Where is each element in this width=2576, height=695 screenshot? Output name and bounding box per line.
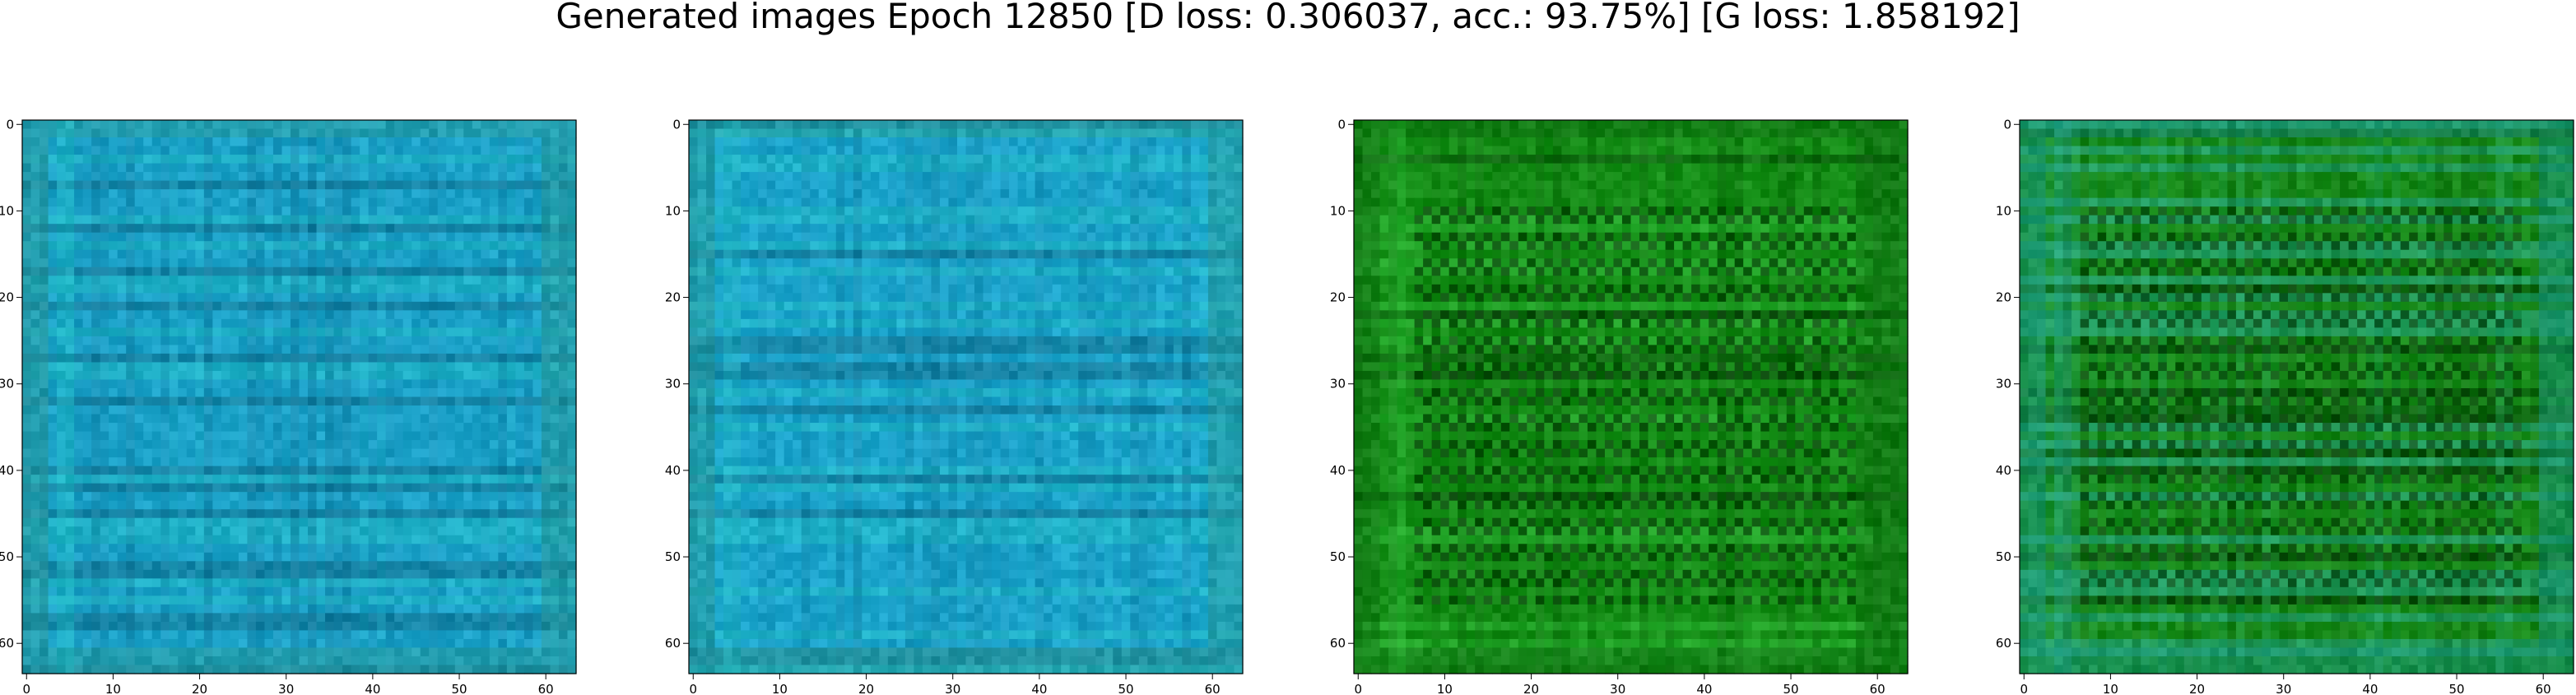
- y-tick-label: 60: [1996, 636, 2011, 651]
- image-panel-4: 0 10 20 30 40 50 60 0 10 20 30 40 50 60: [1996, 117, 2574, 695]
- x-tick-label: 30: [1610, 682, 1625, 695]
- image-pixels: [689, 120, 1244, 674]
- x-tick-label: 40: [365, 682, 380, 695]
- y-tick-label: 0: [2003, 117, 2011, 132]
- x-tick-label: 50: [1118, 682, 1133, 695]
- x-tick-label: 60: [2536, 682, 2551, 695]
- axes-frame: [2019, 119, 2574, 674]
- y-tick-label: 10: [1330, 203, 1346, 218]
- y-tick-label: 50: [665, 549, 681, 564]
- x-tick-label: 50: [451, 682, 467, 695]
- image-panel-2: 0 10 20 30 40 50 60 0 10 20 30 40 50 60: [665, 117, 1244, 695]
- x-tick-label: 30: [278, 682, 294, 695]
- x-tick-label: 0: [689, 682, 697, 695]
- image-panel-1: 0 10 20 30 40 50 60 0 10 20 30 40 50 60: [0, 117, 577, 695]
- axes-frame: [21, 119, 577, 674]
- x-tick-label: 10: [772, 682, 788, 695]
- x-tick-label: 60: [1870, 682, 1886, 695]
- x-tick-label: 60: [1205, 682, 1221, 695]
- x-tick-label: 40: [1696, 682, 1712, 695]
- x-tick-label: 50: [2448, 682, 2464, 695]
- x-tick-label: 40: [1031, 682, 1047, 695]
- y-tick-label: 20: [1330, 290, 1346, 305]
- x-tick-label: 50: [1783, 682, 1798, 695]
- y-tick-label: 20: [665, 290, 681, 305]
- image-panel-3: 0 10 20 30 40 50 60 0 10 20 30 40 50 60: [1330, 117, 1909, 695]
- x-tick-label: 60: [538, 682, 554, 695]
- y-tick-label: 0: [672, 117, 681, 132]
- y-tick-label: 30: [665, 377, 681, 392]
- y-tick-label: 60: [665, 636, 681, 651]
- axes-frame: [1353, 119, 1909, 674]
- x-tick-label: 20: [858, 682, 874, 695]
- image-pixels: [2020, 120, 2574, 674]
- y-tick-label: 50: [0, 549, 14, 564]
- y-tick-label: 30: [0, 377, 14, 392]
- y-tick-label: 60: [0, 636, 14, 651]
- y-tick-label: 10: [1996, 203, 2011, 218]
- y-tick-label: 50: [1330, 549, 1346, 564]
- x-tick-label: 0: [1354, 682, 1362, 695]
- y-tick-label: 60: [1330, 636, 1346, 651]
- x-tick-label: 0: [22, 682, 30, 695]
- y-tick-label: 10: [665, 203, 681, 218]
- y-tick-label: 0: [6, 117, 14, 132]
- y-tick-label: 20: [0, 290, 14, 305]
- x-tick-label: 30: [945, 682, 960, 695]
- y-tick-label: 40: [665, 463, 681, 478]
- x-tick-label: 20: [2189, 682, 2205, 695]
- x-tick-label: 10: [1437, 682, 1453, 695]
- y-tick-label: 50: [1996, 549, 2011, 564]
- y-tick-label: 40: [1330, 463, 1346, 478]
- x-tick-label: 20: [192, 682, 207, 695]
- x-tick-label: 40: [2362, 682, 2378, 695]
- figure-title: Generated images Epoch 12850 [D loss: 0.…: [556, 0, 2020, 36]
- image-pixels: [22, 120, 577, 674]
- x-tick-label: 30: [2276, 682, 2291, 695]
- x-tick-label: 0: [2020, 682, 2028, 695]
- y-tick-label: 30: [1330, 377, 1346, 392]
- x-tick-label: 10: [2103, 682, 2118, 695]
- image-pixels: [1354, 120, 1909, 674]
- y-tick-label: 0: [1337, 117, 1346, 132]
- axes-frame: [688, 119, 1244, 674]
- x-tick-label: 10: [105, 682, 121, 695]
- y-tick-label: 40: [1996, 463, 2011, 478]
- y-tick-label: 10: [0, 203, 14, 218]
- y-tick-label: 30: [1996, 377, 2011, 392]
- y-tick-label: 40: [0, 463, 14, 478]
- x-tick-label: 20: [1523, 682, 1539, 695]
- y-tick-label: 20: [1996, 290, 2011, 305]
